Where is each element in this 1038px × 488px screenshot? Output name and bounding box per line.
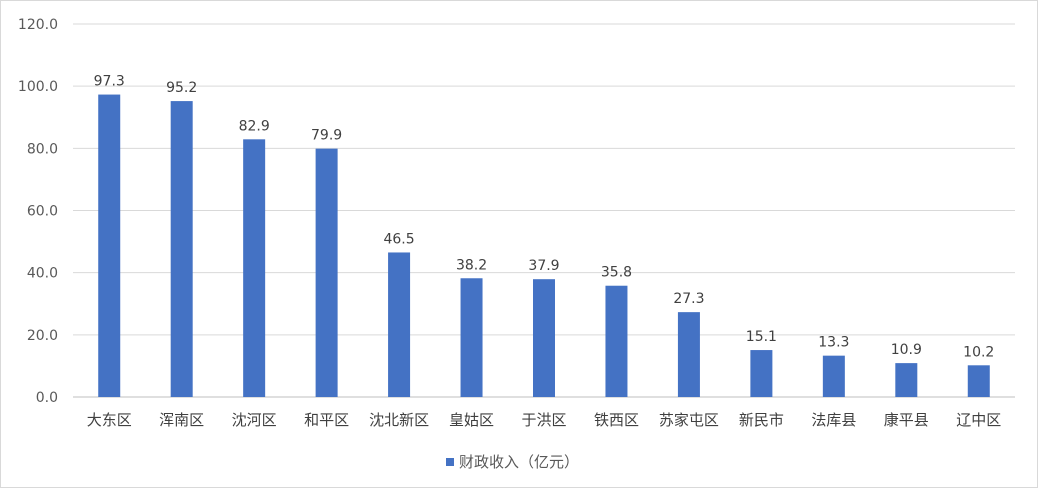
data-label: 38.2 bbox=[456, 257, 487, 273]
bar bbox=[967, 365, 990, 397]
x-category-label: 于洪区 bbox=[521, 411, 566, 429]
y-tick-label: 20.0 bbox=[27, 328, 58, 344]
y-tick-label: 40.0 bbox=[27, 266, 58, 282]
data-label: 27.3 bbox=[673, 291, 704, 307]
bar bbox=[98, 94, 121, 397]
legend-swatch bbox=[446, 458, 454, 466]
data-label: 46.5 bbox=[383, 231, 414, 247]
data-label: 97.3 bbox=[94, 74, 125, 90]
bar bbox=[533, 279, 555, 397]
x-category-label: 铁西区 bbox=[594, 411, 639, 429]
x-category-label: 康平县 bbox=[884, 411, 929, 429]
x-category-label: 和平区 bbox=[304, 411, 349, 429]
y-tick-label: 120.0 bbox=[18, 17, 58, 33]
data-labels: 97.3 95.2 82.9 79.9 46.5 38.2 37.9 35.8 27.3 15.1… bbox=[94, 74, 995, 361]
bar bbox=[315, 148, 338, 397]
data-label: 10.9 bbox=[891, 342, 922, 358]
bar bbox=[605, 285, 628, 397]
bar bbox=[460, 278, 483, 397]
x-category-label: 沈北新区 bbox=[369, 411, 429, 429]
y-tick-label: 60.0 bbox=[27, 204, 58, 220]
gridlines bbox=[73, 23, 1015, 398]
bar bbox=[895, 363, 918, 397]
bar bbox=[243, 139, 266, 398]
bar bbox=[677, 312, 700, 397]
data-label: 10.2 bbox=[963, 344, 994, 360]
data-label: 95.2 bbox=[166, 80, 197, 96]
x-category-label: 辽中区 bbox=[956, 411, 1001, 429]
y-axis-ticks: 0.0 20.0 40.0 60.0 80.0 100.0 120.0 bbox=[18, 17, 58, 406]
bar bbox=[822, 355, 845, 397]
x-category-label: 新民市 bbox=[739, 411, 784, 429]
bar bbox=[388, 252, 411, 397]
y-tick-label: 0.0 bbox=[36, 390, 58, 406]
bar bbox=[170, 101, 193, 397]
x-category-label: 大东区 bbox=[87, 411, 132, 429]
x-category-label: 苏家屯区 bbox=[659, 411, 719, 429]
x-category-label: 沈河区 bbox=[232, 411, 277, 429]
y-tick-label: 80.0 bbox=[27, 141, 58, 157]
x-category-label: 浑南区 bbox=[159, 411, 204, 429]
data-label: 35.8 bbox=[601, 265, 632, 281]
y-tick-label: 100.0 bbox=[18, 79, 58, 95]
data-label: 82.9 bbox=[239, 118, 270, 134]
bar bbox=[750, 350, 773, 397]
legend-label: 财政收入（亿元） bbox=[459, 453, 579, 471]
x-category-label: 皇姑区 bbox=[449, 411, 494, 429]
data-label: 79.9 bbox=[311, 128, 342, 144]
bars bbox=[98, 94, 990, 398]
x-category-label: 法库县 bbox=[811, 411, 856, 429]
data-label: 13.3 bbox=[818, 335, 849, 351]
x-axis-categories: 大东区 浑南区 沈河区 和平区 沈北新区 皇姑区 于洪区 铁西区 苏家屯区 新民市 法库县 康平县 辽中… bbox=[87, 411, 1002, 429]
data-label: 15.1 bbox=[746, 329, 777, 345]
legend: 财政收入（亿元） bbox=[446, 453, 579, 471]
data-label: 37.9 bbox=[528, 258, 559, 274]
